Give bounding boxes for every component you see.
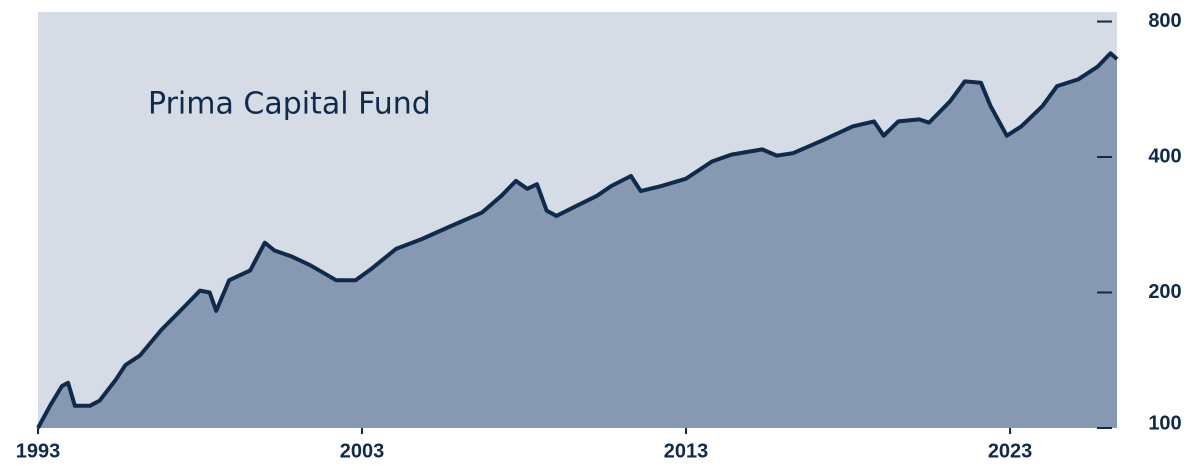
- y-tick-label: 200: [1148, 281, 1181, 303]
- area-fill: [38, 53, 1117, 429]
- x-tick-label: 2013: [664, 440, 709, 462]
- x-tick-label: 2003: [340, 440, 385, 462]
- line: [36, 51, 1119, 429]
- x-tick-label: 2023: [988, 440, 1033, 462]
- y-tick-label: 800: [1148, 10, 1181, 32]
- chart-title: Prima Capital Fund: [148, 87, 431, 122]
- y-tick-label: 400: [1148, 145, 1181, 167]
- y-tick-label: 100: [1148, 412, 1181, 434]
- x-tick-label: 1993: [16, 440, 61, 462]
